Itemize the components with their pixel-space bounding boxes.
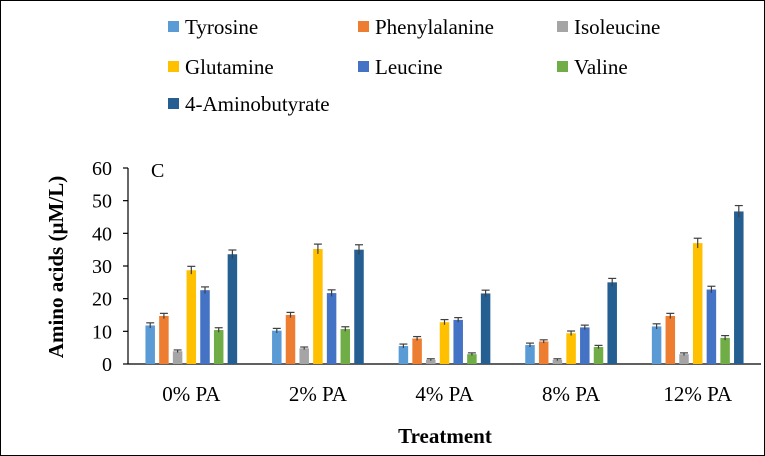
y-tick-label: 10 (92, 321, 112, 343)
x-axis: 0% PA 2% PA 4% PA 8% PA 12% PA (128, 363, 761, 406)
bar (213, 330, 224, 364)
bar (340, 329, 351, 364)
legend-label: 4-Aminobutyrate (185, 92, 330, 116)
legend-label: Valine (574, 55, 628, 79)
y-axis-label: Amino acids (µM/L) (44, 176, 68, 358)
bar (172, 351, 183, 364)
bar (326, 293, 337, 364)
legend-swatch (557, 21, 568, 32)
bars (145, 204, 744, 364)
legend-swatch (358, 21, 369, 32)
bar (412, 338, 422, 364)
bar (665, 315, 676, 364)
y-axis: 0 10 20 30 40 50 60 (92, 158, 129, 376)
y-tick-label: 60 (92, 158, 112, 180)
bar (480, 293, 491, 364)
bar (453, 319, 463, 364)
legend-item: 4-Aminobutyrate (168, 92, 330, 116)
bar (651, 326, 662, 364)
bar (566, 333, 576, 364)
x-tick-label: 0% PA (162, 382, 221, 406)
bar (200, 290, 210, 364)
bar (354, 249, 364, 364)
bar (145, 325, 155, 364)
legend-item: Leucine (358, 55, 443, 79)
legend-label: Isoleucine (574, 15, 660, 39)
bar (426, 359, 436, 364)
legend-item: Isoleucine (557, 15, 660, 39)
bar (552, 359, 563, 364)
legend-item: Phenylalanine (358, 15, 494, 39)
x-tick-label: 4% PA (415, 382, 474, 406)
bar (706, 289, 717, 364)
bar (467, 354, 477, 364)
bar (272, 330, 282, 364)
bar (299, 348, 309, 364)
legend-item: Glutamine (168, 55, 274, 79)
legend-swatch (168, 98, 179, 109)
legend-item: Valine (557, 55, 628, 79)
y-tick-label: 40 (92, 223, 112, 245)
bar (285, 315, 296, 364)
y-tick-label: 50 (92, 191, 112, 213)
bar (186, 270, 197, 364)
bar (227, 254, 238, 364)
x-tick-label: 12% PA (663, 382, 732, 406)
bar (720, 337, 730, 364)
bar (593, 347, 604, 364)
legend-swatch (168, 21, 179, 32)
x-axis-label: Treatment (398, 424, 492, 448)
panel-label: C (151, 160, 164, 182)
bar (538, 341, 549, 364)
bar (525, 345, 535, 364)
legend-swatch (358, 61, 369, 72)
y-tick-label: 0 (102, 354, 112, 376)
bar (692, 243, 703, 364)
bar (607, 282, 617, 364)
bar (734, 211, 744, 364)
y-tick-label: 30 (92, 256, 112, 278)
legend-label: Tyrosine (185, 15, 258, 39)
bar (679, 354, 689, 364)
x-tick-label: 2% PA (289, 382, 348, 406)
legend-swatch (557, 61, 568, 72)
x-tick-label: 8% PA (542, 382, 601, 406)
legend-label: Glutamine (185, 55, 274, 79)
bar (439, 322, 450, 364)
legend-item: Tyrosine (168, 15, 258, 39)
bar (159, 315, 169, 364)
bar (580, 327, 590, 364)
bar (313, 249, 323, 364)
bar (398, 346, 409, 364)
legend: Tyrosine Phenylalanine Isoleucine Glutamine… (168, 15, 660, 116)
legend-label: Phenylalanine (375, 15, 494, 39)
legend-label: Leucine (375, 55, 443, 79)
y-tick-label: 20 (92, 289, 112, 311)
legend-swatch (168, 61, 179, 72)
